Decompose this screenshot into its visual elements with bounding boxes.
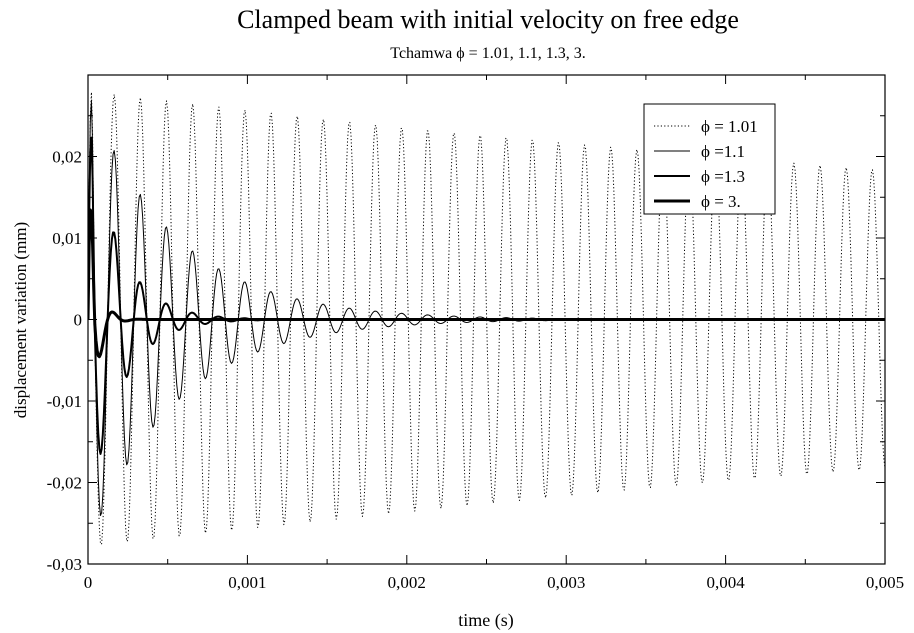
x-tick-label: 0,002 [388,573,426,592]
legend-label: ϕ = 3. [701,192,741,211]
y-tick-label: 0,01 [52,229,82,248]
legend-label: ϕ = 1.01 [701,117,758,136]
y-tick-label: -0,02 [47,474,82,493]
series-line-3 [88,208,885,359]
chart-title: Clamped beam with initial velocity on fr… [237,5,739,34]
x-axis: 0 0,001 0,002 0,003 0,004 0,005 [84,75,904,592]
legend-label: ϕ =1.1 [701,142,745,161]
legend-box [643,103,776,215]
series-layer [88,91,885,545]
y-tick-label: -0,03 [47,555,82,574]
legend: ϕ = 1.01 ϕ =1.1 ϕ =1.3 ϕ = 3. [643,103,776,215]
y-tick-label: 0 [74,311,83,330]
chart-subtitle: Tchamwa ϕ = 1.01, 1.1, 1.3, 3. [390,45,585,62]
x-tick-label: 0,004 [706,573,745,592]
y-axis-label: displacement variation (mm) [11,222,30,418]
legend-label: ϕ =1.3 [701,167,745,186]
x-tick-label: 0,003 [547,573,585,592]
y-axis: -0,03 -0,02 -0,01 0 0,01 0,02 [47,115,885,574]
x-tick-label: 0 [84,573,93,592]
x-tick-label: 0,001 [228,573,266,592]
y-tick-label: 0,02 [52,148,82,167]
x-axis-label: time (s) [458,610,514,631]
x-tick-label: 0,005 [866,573,904,592]
y-tick-label: -0,01 [47,392,82,411]
